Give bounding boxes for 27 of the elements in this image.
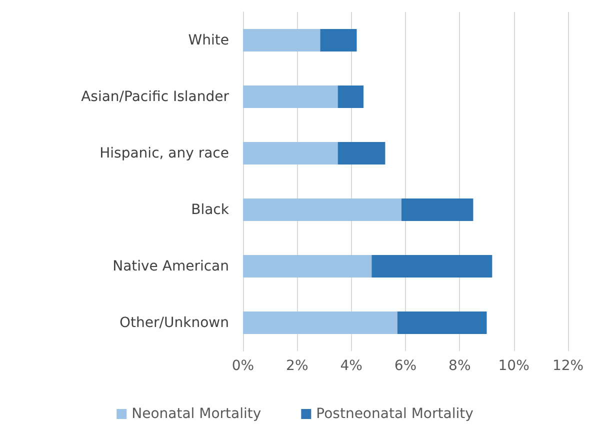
legend-label: Postneonatal Mortality xyxy=(316,406,474,422)
bar xyxy=(338,85,364,108)
bar xyxy=(243,198,402,222)
y-tick-label: Native American xyxy=(112,258,229,274)
y-tick-label: Other/Unknown xyxy=(120,314,229,331)
bar xyxy=(243,311,398,334)
x-tick-label: 8% xyxy=(448,358,471,374)
bar xyxy=(243,254,372,278)
bar xyxy=(338,142,386,165)
bar xyxy=(320,28,357,52)
x-tick-label: 12% xyxy=(552,358,584,374)
x-tick-label: 4% xyxy=(340,358,362,374)
x-tick-label: 0% xyxy=(232,358,254,374)
bar xyxy=(372,254,492,278)
bar xyxy=(401,198,474,222)
y-tick-label: Asian/Pacific Islander xyxy=(81,88,230,105)
x-tick-label: 6% xyxy=(394,358,417,374)
bar xyxy=(397,311,487,334)
bar xyxy=(243,28,320,52)
y-tick-label: Hispanic, any race xyxy=(100,145,229,162)
y-tick-label: White xyxy=(188,32,229,48)
bar xyxy=(243,85,338,108)
x-tick-label: 2% xyxy=(286,358,308,374)
legend-label: Neonatal Mortality xyxy=(132,406,262,422)
bar xyxy=(243,142,338,165)
y-tick-label: Black xyxy=(191,202,230,218)
x-tick-label: 10% xyxy=(498,358,530,374)
